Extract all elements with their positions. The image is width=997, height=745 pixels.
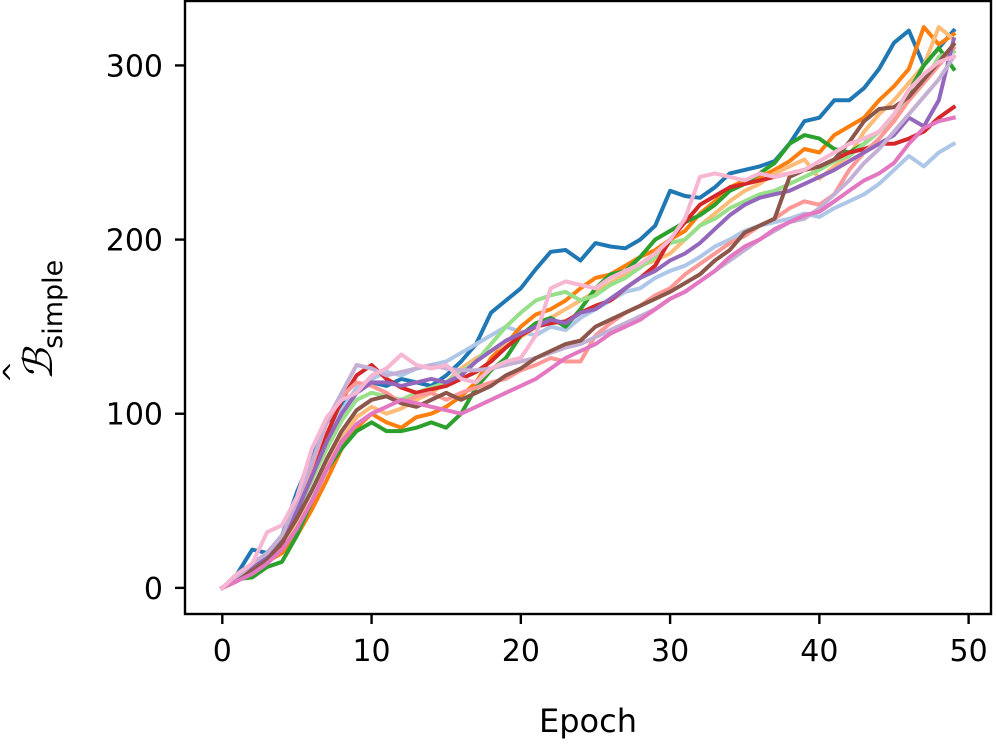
series-line-2 bbox=[219, 141, 957, 591]
y-tick-label: 200 bbox=[106, 224, 163, 259]
y-axis-label: ℬsimple ^ bbox=[0, 260, 69, 384]
series-layer bbox=[219, 25, 957, 591]
series-line-11 bbox=[219, 41, 957, 591]
y-axis-label-hat: ^ bbox=[0, 361, 29, 384]
x-axis-label: Epoch bbox=[539, 702, 637, 740]
series-line-13 bbox=[219, 54, 957, 591]
x-tick-label: 0 bbox=[213, 634, 232, 669]
x-axis-ticks: 0 10 20 30 40 50 bbox=[213, 614, 988, 669]
series-line-9 bbox=[219, 36, 957, 591]
svg-text:ℬsimple: ℬsimple bbox=[16, 260, 69, 381]
y-tick-label: 0 bbox=[144, 572, 163, 607]
x-tick-label: 20 bbox=[502, 634, 540, 669]
x-tick-label: 30 bbox=[651, 634, 689, 669]
series-line-12 bbox=[219, 115, 957, 591]
y-axis-label-subscript: simple bbox=[38, 260, 69, 349]
y-axis-ticks: 0 100 200 300 bbox=[106, 49, 185, 607]
series-line-10 bbox=[219, 53, 957, 591]
plot-frame bbox=[183, 0, 993, 616]
x-tick-label: 10 bbox=[352, 634, 390, 669]
y-axis-label-symbol: ℬ bbox=[16, 346, 62, 380]
x-tick-label: 40 bbox=[800, 634, 838, 669]
y-tick-label: 300 bbox=[106, 49, 163, 84]
x-tick-label: 50 bbox=[950, 634, 988, 669]
y-tick-label: 100 bbox=[106, 398, 163, 433]
